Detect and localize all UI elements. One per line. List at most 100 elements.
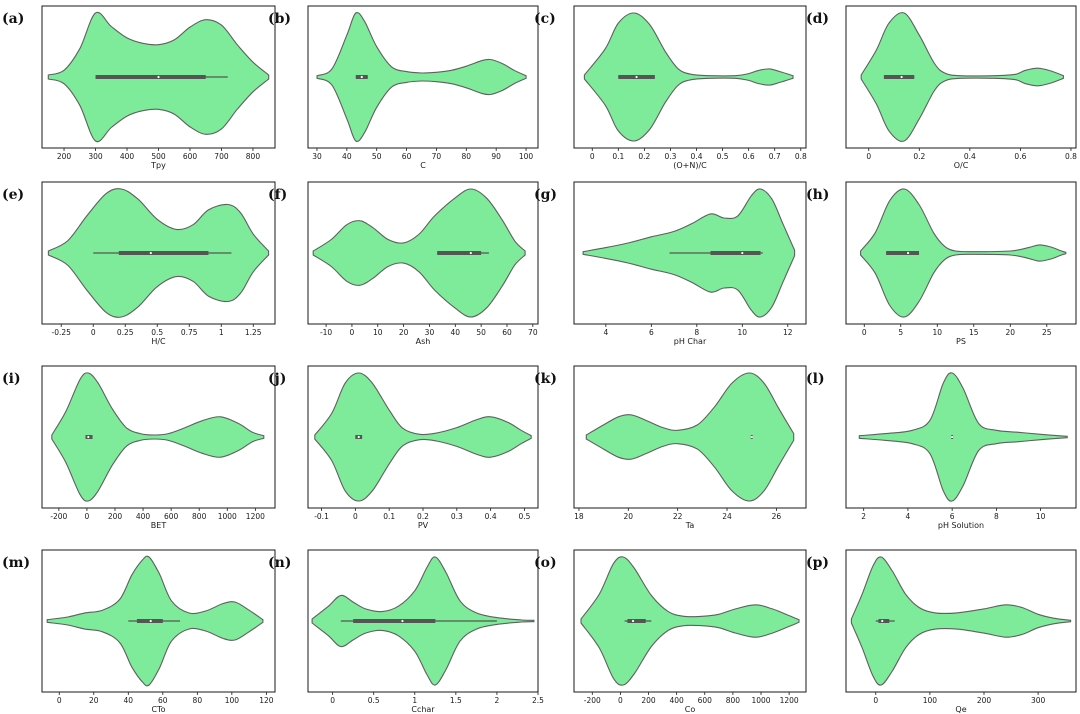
x-tick-label: 400 [136,512,151,521]
x-tick-label: 80 [462,152,472,161]
x-tick-label: 10 [1036,512,1046,521]
panel-letter: (b) [268,11,291,27]
violin-median [87,435,90,439]
violin-body [858,372,1068,502]
x-tick-label: 0 [91,328,96,337]
x-tick-label: -200 [50,512,67,521]
x-axis-label: Ash [416,337,431,346]
x-tick-label: 0 [350,328,355,337]
violin-median [360,75,363,79]
panel-letter: (k) [534,371,557,387]
violin-panel: 0 5 10 15 20 25 PS (h) [806,181,1077,346]
x-tick-label: 0.4 [485,512,497,521]
x-tick-label: 100 [923,696,938,705]
panel-letter: (h) [806,187,829,203]
x-tick-label: 4 [906,512,911,521]
panel-letter: (m) [2,555,30,571]
violin-median [741,251,744,255]
violin-median [951,435,954,439]
x-tick-label: 8 [694,328,699,337]
violin-median [900,75,903,79]
x-tick-label: 1 [412,696,417,705]
x-tick-label: 0 [353,512,358,521]
x-tick-label: 12 [783,328,793,337]
x-tick-label: 2 [495,696,500,705]
panel-letter: (o) [534,555,557,571]
x-tick-label: 70 [432,152,442,161]
violin-panel: -10 0 10 20 30 40 50 60 70 Ash (f) [268,181,539,346]
panel-letter: (f) [268,187,287,203]
x-tick-label: 100 [225,696,240,705]
violin-panel: -0.25 0 0.25 0.5 0.75 1 1.25 H/C (e) [2,181,276,346]
violin-iqr-box [437,251,482,255]
x-tick-label: 70 [528,328,538,337]
x-tick-label: 500 [151,152,166,161]
x-tick-label: 26 [772,512,782,521]
violin-median [750,435,753,439]
violin-median [906,251,910,255]
x-tick-label: 10 [738,328,748,337]
x-tick-label: 200 [108,512,123,521]
x-tick-label: 90 [491,152,501,161]
x-axis-label: (O+N)/C [673,161,707,170]
x-axis-label: CTo [151,705,165,714]
x-tick-label: 6 [649,328,654,337]
violin-median [357,435,360,439]
x-tick-label: 0.6 [743,152,755,161]
violin-panel: 0 0.1 0.2 0.3 0.4 0.5 0.6 0.7 0.8 (O+N)/C (c) [534,5,807,170]
x-axis-label: pH Char [674,337,707,346]
x-tick-label: 80 [193,696,203,705]
x-tick-label: 600 [698,696,713,705]
violin-iqr-box [710,251,761,255]
violin-median [881,619,884,623]
violin-panel: 0 0.2 0.4 0.6 0.8 O/C (d) [806,5,1077,170]
violin-panel: -200 0 200 400 600 800 1000 1200 BET (i) [2,365,276,530]
x-axis-label: C [420,161,426,170]
x-tick-label: 600 [164,512,179,521]
x-tick-label: 0.3 [664,152,676,161]
x-tick-label: 1200 [246,512,265,521]
panel-letter: (n) [268,555,291,571]
x-tick-label: 0.1 [383,512,395,521]
x-tick-label: 2 [861,512,866,521]
x-tick-label: 10 [373,328,383,337]
x-axis-label: Qe [955,705,966,714]
x-tick-label: 50 [372,152,382,161]
x-tick-label: 400 [669,696,684,705]
violin-panel: 2 4 6 8 10 pH Solution (l) [806,365,1077,530]
violin-iqr-box [353,619,436,623]
x-tick-label: 0.6 [1014,152,1026,161]
x-tick-label: 1000 [751,696,770,705]
x-tick-label: 20 [1006,328,1016,337]
x-tick-label: 0 [330,696,335,705]
x-tick-label: 0.25 [117,328,134,337]
x-tick-label: 0 [618,696,623,705]
x-axis-label: Ta [685,521,695,530]
violin-body [316,11,527,143]
panel-letter: (j) [268,371,286,387]
violin-panel: 200 300 400 500 600 700 800 Tpy (a) [2,5,276,170]
x-tick-label: 20 [399,328,409,337]
violin-body [583,12,794,142]
x-tick-label: 200 [641,696,656,705]
x-tick-label: 0.5 [151,328,163,337]
violin-panel: 0 100 200 300 Qe (p) [806,549,1077,714]
panel-letter: (c) [534,11,556,27]
x-tick-label: 5 [898,328,903,337]
x-tick-label: 1 [219,328,224,337]
panel-letter: (d) [806,11,829,27]
violin-panel: 30 40 50 60 70 80 90 100 C (b) [268,5,539,170]
x-tick-label: 100 [519,152,534,161]
violin-panel: 0 0.5 1 1.5 2 2.5 Cchar (n) [268,549,544,714]
x-tick-label: 8 [994,512,999,521]
x-tick-label: 2.5 [532,696,544,705]
x-tick-label: 700 [214,152,229,161]
x-tick-label: 0 [873,696,878,705]
violin-median [149,251,152,255]
x-tick-label: 6 [950,512,955,521]
x-tick-label: 60 [502,328,512,337]
x-tick-label: 40 [342,152,352,161]
violin-body [51,372,265,502]
x-tick-label: 300 [1031,696,1046,705]
